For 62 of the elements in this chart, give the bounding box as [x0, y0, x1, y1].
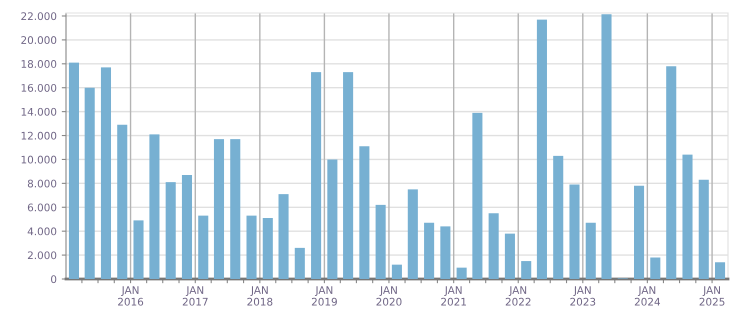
bar — [117, 124, 128, 279]
y-tick-label: 16.000 — [22, 84, 56, 92]
x-tick-label: JAN 2018 — [247, 286, 272, 306]
bar — [521, 261, 532, 279]
bar — [569, 184, 580, 279]
bar — [214, 139, 224, 279]
bar — [408, 189, 418, 279]
bar — [504, 234, 515, 279]
bar — [666, 66, 676, 279]
y-tick-label: 22.000 — [21, 12, 56, 20]
y-tick-label: 8.000 — [28, 180, 56, 188]
bar — [133, 220, 144, 279]
y-tick-label: 20.000 — [21, 36, 56, 44]
x-tick-label: JAN 2024 — [634, 286, 660, 306]
bar — [698, 180, 709, 279]
y-tick-label: 18.000 — [22, 60, 56, 68]
y-tick-label: 2.000 — [28, 251, 56, 260]
y-tick-label: 10.000 — [22, 156, 56, 164]
bar — [488, 213, 499, 279]
x-tick-label: JAN 2022 — [506, 286, 530, 306]
bar — [68, 62, 79, 279]
y-tick-label: 12.000 — [22, 132, 56, 140]
bar — [278, 194, 289, 279]
x-tick-label: JAN 2021 — [441, 286, 466, 306]
x-tick-label: JAN 2016 — [118, 286, 144, 306]
x-tick-label: JAN 2023 — [570, 286, 596, 306]
bar — [650, 257, 660, 279]
bar — [376, 204, 386, 279]
bar — [472, 112, 482, 279]
bar — [84, 88, 95, 279]
bar — [198, 216, 208, 279]
bar — [182, 174, 192, 279]
bar — [262, 218, 273, 279]
x-tick-label: JAN 2020 — [376, 286, 402, 306]
bar — [586, 222, 596, 279]
y-tick-label: 0 — [51, 275, 56, 284]
bar — [246, 216, 257, 279]
bar — [359, 146, 370, 279]
bar — [343, 72, 354, 279]
bar — [440, 226, 450, 279]
bar — [166, 182, 176, 279]
bar — [392, 264, 402, 279]
x-tick-label: JAN 2017 — [182, 286, 208, 306]
bar — [682, 154, 693, 279]
y-tick-label: 6.000 — [28, 203, 56, 212]
bar — [311, 72, 322, 279]
bar — [715, 262, 726, 279]
bar — [634, 186, 644, 279]
x-tick-label: JAN 2019 — [312, 286, 337, 306]
bar — [327, 159, 338, 279]
bar — [230, 139, 240, 279]
x-tick-label: JAN 2025 — [700, 286, 724, 306]
bar — [456, 268, 467, 279]
y-tick-label: 4.000 — [28, 227, 56, 236]
bar — [601, 14, 612, 279]
bar — [553, 156, 564, 279]
bar — [536, 20, 547, 279]
y-tick-label: 14.000 — [22, 108, 56, 116]
bar — [294, 248, 305, 279]
bar — [149, 134, 160, 279]
bar — [424, 222, 434, 279]
bar — [100, 67, 112, 279]
